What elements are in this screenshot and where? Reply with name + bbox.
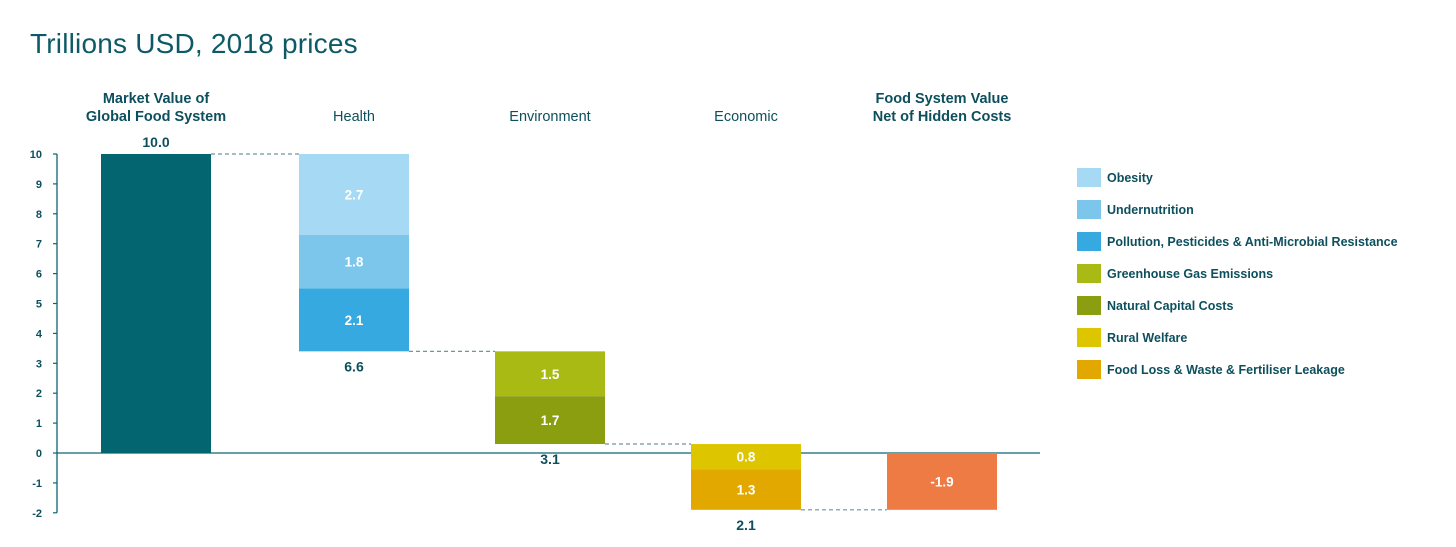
legend-label: Pollution, Pesticides & Anti-Microbial R… — [1107, 234, 1398, 249]
legend-swatch — [1077, 328, 1101, 347]
y-tick-label: 6 — [36, 269, 42, 281]
legend-label: Food Loss & Waste & Fertiliser Leakage — [1107, 362, 1345, 377]
category-label: Economic — [714, 109, 778, 125]
connector-lines — [211, 153, 887, 511]
legend-swatch — [1077, 296, 1101, 315]
category-label: Environment — [509, 109, 590, 125]
legend-item: Greenhouse Gas Emissions — [1077, 264, 1398, 283]
bar-value-label: 1.3 — [737, 483, 756, 498]
legend-swatch — [1077, 232, 1101, 251]
y-tick-label: 0 — [36, 448, 42, 460]
category-labels: Market Value of Global Food System Health E… — [86, 91, 1011, 125]
bar-value-label: 1.8 — [345, 255, 364, 270]
chart-title: Trillions USD, 2018 prices — [30, 28, 358, 59]
y-tick-label: 9 — [36, 179, 42, 191]
bar-segment — [299, 234, 409, 289]
y-tick-label: 1 — [36, 418, 42, 430]
y-tick-label: -1 — [32, 478, 42, 490]
y-tick-label: 7 — [36, 239, 42, 251]
bar-value-label: 0.8 — [737, 450, 756, 465]
bar-segment — [495, 396, 605, 445]
y-tick-label: -2 — [32, 508, 42, 520]
bar-segment — [691, 469, 801, 510]
legend-swatch — [1077, 264, 1101, 283]
legend-swatch — [1077, 168, 1101, 187]
y-tick-label: 5 — [36, 299, 42, 311]
y-tick-label: 10 — [30, 149, 42, 161]
category-label: Market Value of — [103, 91, 210, 107]
column-total-label: 2.1 — [736, 517, 756, 533]
bar-segment — [101, 154, 211, 453]
legend-label: Greenhouse Gas Emissions — [1107, 266, 1274, 281]
bar-segment — [691, 444, 801, 470]
category-label: Global Food System — [86, 109, 226, 125]
bars: 10.0 2.7 1.8 2.1 6.6 1.5 1.7 3.1 0.8 1.3 2.1 -1.9 — [101, 134, 997, 533]
bar-value-label: 1.5 — [541, 367, 560, 382]
legend-label: Undernutrition — [1107, 202, 1194, 217]
legend-label: Obesity — [1107, 170, 1153, 185]
category-label: Health — [333, 109, 375, 125]
column-total-label: 6.6 — [344, 358, 364, 374]
legend-label: Natural Capital Costs — [1107, 298, 1234, 313]
bar-value-label: 2.1 — [345, 313, 364, 328]
column-total-label: 10.0 — [142, 134, 169, 150]
category-label: Net of Hidden Costs — [873, 109, 1012, 125]
bar-segment — [299, 288, 409, 352]
bar-value-label: -1.9 — [930, 474, 953, 489]
y-tick-label: 2 — [36, 388, 42, 400]
bar-segment — [887, 453, 997, 510]
column-total-label: 3.1 — [540, 451, 560, 467]
legend-swatch — [1077, 360, 1101, 379]
y-tick-label: 4 — [36, 328, 43, 340]
bar-value-label: 1.7 — [541, 413, 560, 428]
y-tick-label: 8 — [36, 209, 42, 221]
bar-segment — [299, 154, 409, 235]
y-tick-label: 3 — [36, 358, 42, 370]
legend-item: Obesity — [1077, 168, 1398, 187]
bar-segment — [495, 351, 605, 397]
legend-swatch — [1077, 200, 1101, 219]
legend-label: Rural Welfare — [1107, 330, 1188, 345]
legend-item: Pollution, Pesticides & Anti-Microbial R… — [1077, 232, 1398, 251]
legend-item: Natural Capital Costs — [1077, 296, 1398, 315]
bar-value-label: 2.7 — [345, 187, 364, 202]
category-label: Food System Value — [876, 91, 1009, 107]
legend-item: Rural Welfare — [1077, 328, 1398, 347]
legend-item: Food Loss & Waste & Fertiliser Leakage — [1077, 360, 1398, 379]
legend-item: Undernutrition — [1077, 200, 1398, 219]
legend: Obesity Undernutrition Pollution, Pesticid… — [1077, 168, 1398, 392]
